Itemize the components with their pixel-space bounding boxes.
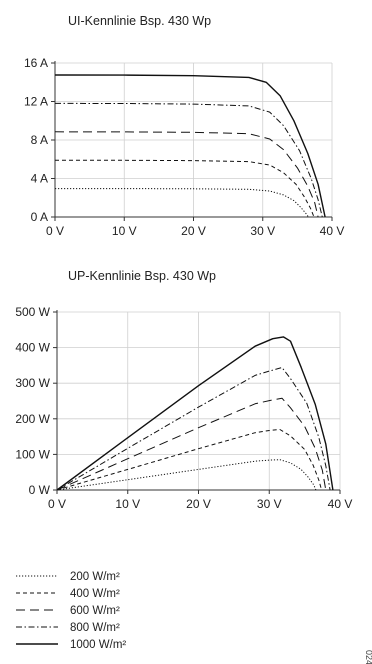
- ui-chart-curves: [54, 74, 326, 218]
- corner-code: 024: [364, 650, 372, 664]
- series-line-dashed-short: [56, 429, 323, 491]
- legend-label: 400 W/m²: [70, 588, 120, 600]
- ui-chart-grid: [55, 62, 333, 217]
- series-line-dotted: [56, 459, 317, 491]
- ui-curve-chart: UI-Kennlinie Bsp. 430 Wp 0 A 4 A 8 A 12 A 16…: [24, 14, 344, 238]
- y-tick-label: 400 W: [15, 341, 50, 355]
- y-tick-label: 4 A: [31, 172, 48, 186]
- y-tick-label: 300 W: [15, 376, 50, 390]
- up-chart-grid: [57, 311, 341, 490]
- y-tick-label: 200 W: [15, 412, 50, 426]
- up-chart-curves: [56, 336, 334, 491]
- series-line-dashed-long: [56, 397, 327, 491]
- ui-chart-ticks: 0 A 4 A 8 A 12 A 16 A 0 V 10 V 20 V 30 V 40 V: [24, 56, 344, 238]
- ui-chart-title: UI-Kennlinie Bsp. 430 Wp: [68, 14, 211, 28]
- x-tick-label: 40 V: [320, 224, 345, 238]
- series-line-dashed-long: [54, 131, 319, 218]
- up-curve-chart: UP-Kennlinie Bsp. 430 Wp 0 W 100 W 200 W 30…: [15, 269, 352, 511]
- up-chart-title: UP-Kennlinie Bsp. 430 Wp: [68, 269, 216, 283]
- y-tick-label: 0 A: [31, 210, 48, 224]
- legend-label: 200 W/m²: [70, 571, 120, 583]
- x-tick-label: 20 V: [186, 497, 211, 511]
- legend-label: 800 W/m²: [70, 622, 120, 634]
- series-line-solid: [54, 74, 326, 218]
- x-tick-label: 0 V: [46, 224, 64, 238]
- legend: 200 W/m² 400 W/m² 600 W/m² 800 W/m² 1000 W/m…: [16, 571, 126, 651]
- y-tick-label: 100 W: [15, 447, 50, 461]
- y-tick-label: 12 A: [24, 95, 48, 109]
- x-tick-label: 30 V: [250, 224, 275, 238]
- y-tick-label: 500 W: [15, 305, 50, 319]
- up-chart-ticks: 0 W 100 W 200 W 300 W 400 W 500 W 0 V 10 V 20 V 3…: [15, 305, 352, 511]
- series-line-solid: [56, 336, 334, 491]
- y-tick-label: 0 W: [29, 483, 51, 497]
- x-tick-label: 20 V: [181, 224, 206, 238]
- x-tick-label: 40 V: [328, 497, 353, 511]
- series-line-dash-dot: [56, 367, 331, 491]
- x-tick-label: 10 V: [112, 224, 137, 238]
- legend-label: 600 W/m²: [70, 605, 120, 617]
- x-tick-label: 10 V: [115, 497, 140, 511]
- y-tick-label: 16 A: [24, 56, 48, 70]
- x-tick-label: 0 V: [48, 497, 66, 511]
- series-line-dash-dot: [54, 102, 323, 218]
- legend-label: 1000 W/m²: [70, 639, 126, 651]
- x-tick-label: 30 V: [257, 497, 282, 511]
- y-tick-label: 8 A: [31, 133, 48, 147]
- series-line-dashed-short: [54, 159, 315, 218]
- series-line-dotted: [55, 188, 309, 218]
